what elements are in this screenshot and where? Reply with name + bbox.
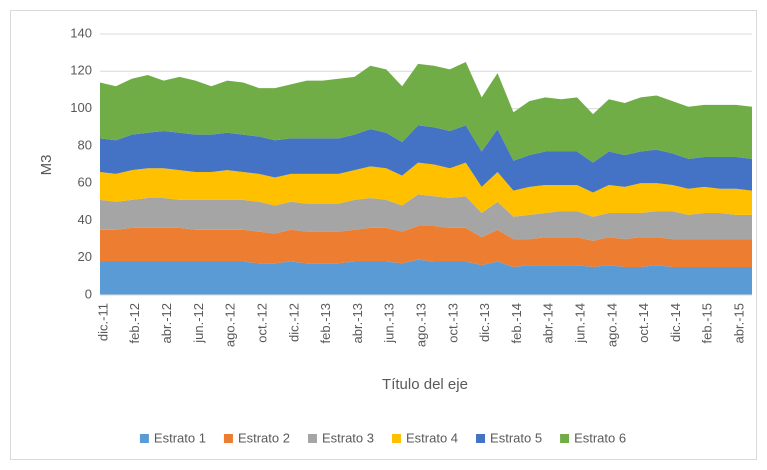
x-tick-label: dic.-13 [477,303,492,342]
y-tick-label: 140 [70,25,92,40]
x-tick-label: ago.-12 [223,303,238,347]
y-tick-label: 60 [78,175,92,190]
x-tick-label: ago.-14 [604,303,619,347]
legend-swatch [139,434,149,443]
x-tick-label: abr.-15 [732,303,747,343]
legend-label: Estrato 5 [490,430,542,445]
area [100,162,752,217]
x-tick-label: abr.-13 [350,303,365,343]
x-tick-label: dic.-14 [668,303,683,342]
x-tick-label: oct.-14 [636,303,651,343]
x-tick-label: jun.-13 [382,303,397,344]
area [100,61,752,163]
y-tick-label: 100 [70,100,92,115]
x-tick-label: jun.-12 [191,303,206,344]
x-tick-label: feb.-14 [509,303,524,343]
area [100,226,752,268]
y-tick-label: 80 [78,137,92,152]
legend-swatch [476,434,486,443]
legend-swatch [560,434,570,443]
x-tick-label: abr.-14 [541,303,556,343]
legend-swatch [307,434,317,443]
y-tick-label: 120 [70,63,92,78]
x-tick-label: feb.-15 [700,303,715,343]
x-axis-title: Título del eje [382,376,468,393]
x-tick-label: feb.-12 [127,303,142,343]
x-tick-label: ago.-13 [413,303,428,347]
x-tick-label: dic.-11 [95,303,110,341]
x-tick-label: oct.-12 [254,303,269,343]
legend-label: Estrato 1 [154,430,206,445]
y-tick-label: 40 [78,212,92,227]
legend-swatch [392,434,401,443]
legend-label: Estrato 4 [406,430,458,445]
x-tick-label: oct.-13 [445,303,460,343]
x-tick-label: abr.-12 [159,303,174,343]
y-axis-title: M3 [38,155,55,176]
legend-label: Estrato 6 [574,430,626,445]
legend-label: Estrato 2 [238,430,290,445]
y-tick-label: 0 [85,286,92,301]
legend-label: Estrato 3 [322,430,374,445]
area [100,259,752,295]
legend-swatch [223,434,233,443]
x-tick-label: jun.-14 [573,303,588,344]
x-tick-label: feb.-13 [318,303,333,343]
legend: Estrato 1 Estrato 2 Estrato 3 Estrato 4 Estr… [139,430,626,445]
y-tick-label: 20 [78,249,92,264]
x-tick-label: dic.-12 [286,303,301,342]
area [100,125,752,193]
area [100,194,752,241]
